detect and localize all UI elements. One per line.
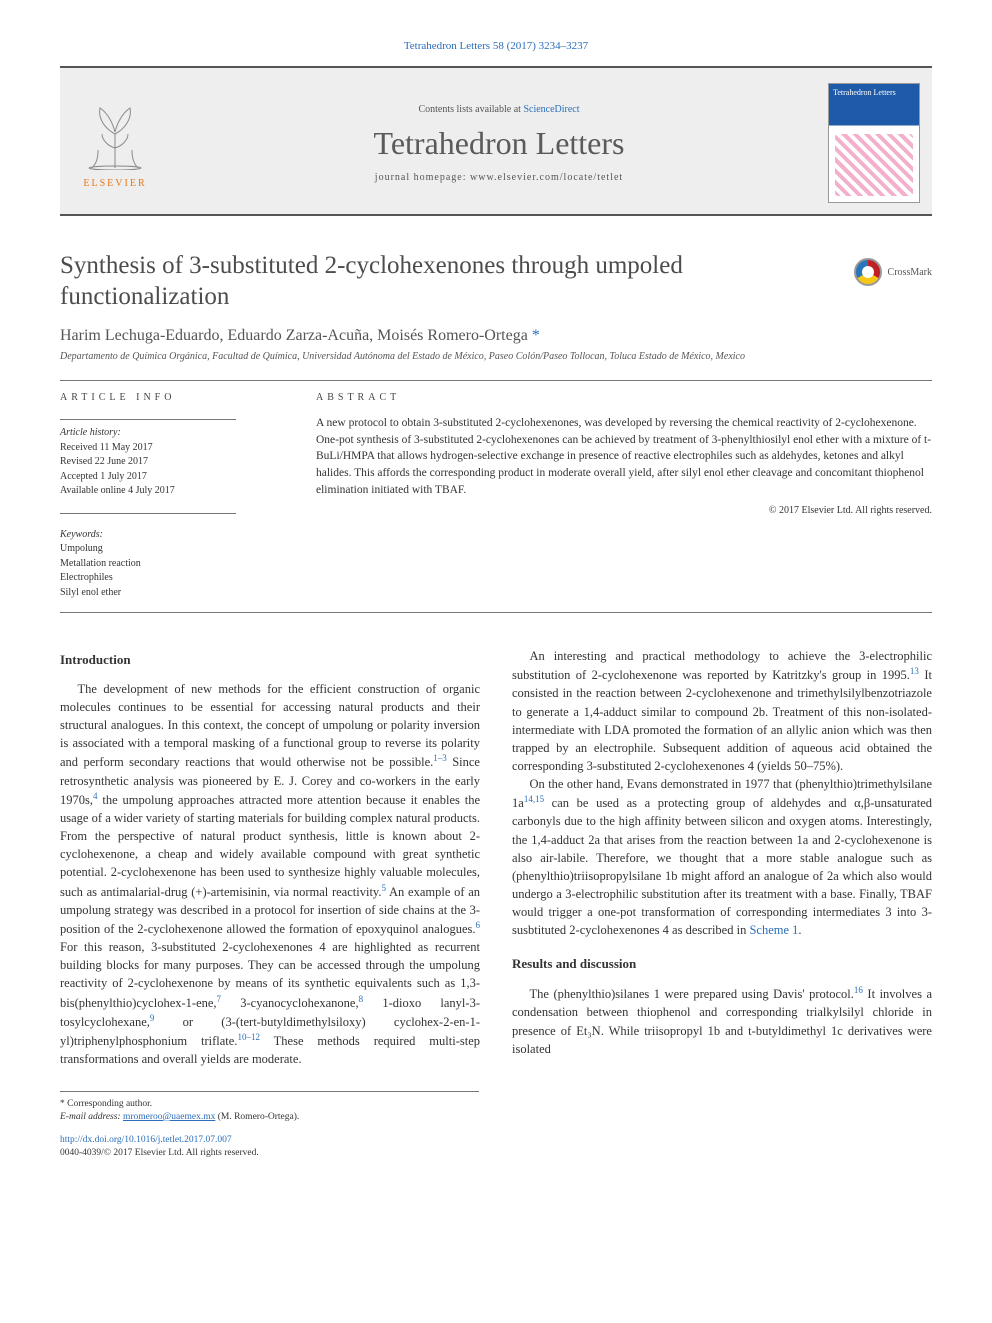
crossmark-badge[interactable]: CrossMark	[854, 258, 932, 286]
scheme-link[interactable]: Scheme 1	[749, 923, 798, 937]
ref-link[interactable]: 14,15	[524, 794, 544, 804]
ref-link[interactable]: 13	[910, 666, 919, 676]
history-head: Article history:	[60, 426, 280, 441]
author-names: Harim Lechuga-Eduardo, Eduardo Zarza-Acu…	[60, 327, 528, 344]
contents-prefix: Contents lists available at	[418, 104, 523, 115]
crossmark-label: CrossMark	[888, 267, 932, 278]
divider	[60, 612, 932, 613]
divider	[60, 380, 932, 381]
issn-copyright: 0040-4039/© 2017 Elsevier Ltd. All right…	[60, 1147, 932, 1160]
keyword: Silyl enol ether	[60, 586, 280, 601]
abstract-label: ABSTRACT	[316, 391, 932, 406]
keywords-head: Keywords:	[60, 528, 280, 543]
keyword: Umpolung	[60, 542, 280, 557]
article-body: Introduction The development of new meth…	[60, 647, 932, 1069]
ref-link[interactable]: 16	[854, 985, 863, 995]
journal-name: Tetrahedron Letters	[170, 125, 828, 162]
body-paragraph: On the other hand, Evans demonstrated in…	[512, 775, 932, 939]
ref-link[interactable]: 10–12	[237, 1032, 260, 1042]
affiliation: Departamento de Química Orgánica, Facult…	[60, 351, 932, 362]
article-title: Synthesis of 3-substituted 2-cyclohexeno…	[60, 250, 834, 313]
body-paragraph: An interesting and practical methodology…	[512, 647, 932, 775]
author-line: Harim Lechuga-Eduardo, Eduardo Zarza-Acu…	[60, 327, 932, 345]
homepage-url[interactable]: www.elsevier.com/locate/tetlet	[470, 172, 623, 183]
history-received: Received 11 May 2017	[60, 441, 280, 456]
citation-line: Tetrahedron Letters 58 (2017) 3234–3237	[60, 40, 932, 52]
history-accepted: Accepted 1 July 2017	[60, 470, 280, 485]
crossmark-icon	[854, 258, 882, 286]
journal-homepage-line: journal homepage: www.elsevier.com/locat…	[170, 172, 828, 183]
cover-graphic	[835, 134, 913, 196]
cover-title: Tetrahedron Letters	[833, 88, 915, 97]
corresponding-mark: *	[532, 327, 540, 344]
contents-available-line: Contents lists available at ScienceDirec…	[170, 104, 828, 115]
doi-link[interactable]: http://dx.doi.org/10.1016/j.tetlet.2017.…	[60, 1134, 932, 1147]
section-heading-results: Results and discussion	[512, 955, 932, 974]
corresponding-author-note: * Corresponding author.	[60, 1098, 479, 1111]
ref-link[interactable]: 6	[476, 920, 481, 930]
keyword: Electrophiles	[60, 571, 280, 586]
body-paragraph: The (phenylthio)silanes 1 were prepared …	[512, 984, 932, 1058]
abstract-copyright: © 2017 Elsevier Ltd. All rights reserved…	[316, 504, 932, 519]
email-link[interactable]: mromeroo@uaemex.mx	[123, 1112, 215, 1122]
history-revised: Revised 22 June 2017	[60, 455, 280, 470]
journal-cover-thumbnail: Tetrahedron Letters	[828, 83, 920, 203]
ref-link[interactable]: 1–3	[433, 753, 447, 763]
email-line: E-mail address: mromeroo@uaemex.mx (M. R…	[60, 1111, 479, 1124]
journal-header: ELSEVIER Contents lists available at Sci…	[60, 66, 932, 216]
elsevier-logo: ELSEVIER	[60, 98, 170, 189]
body-paragraph: The development of new methods for the e…	[60, 680, 480, 1069]
doi-block: http://dx.doi.org/10.1016/j.tetlet.2017.…	[60, 1134, 932, 1161]
homepage-prefix: journal homepage:	[375, 172, 470, 183]
abstract-column: ABSTRACT A new protocol to obtain 3-subs…	[316, 391, 932, 601]
publisher-label: ELSEVIER	[70, 178, 160, 189]
footnotes: * Corresponding author. E-mail address: …	[60, 1091, 479, 1125]
section-heading-introduction: Introduction	[60, 651, 480, 670]
article-info-column: ARTICLE INFO Article history: Received 1…	[60, 391, 280, 601]
history-online: Available online 4 July 2017	[60, 484, 280, 499]
elsevier-tree-icon	[84, 98, 146, 174]
sciencedirect-link[interactable]: ScienceDirect	[523, 104, 579, 115]
keyword: Metallation reaction	[60, 557, 280, 572]
article-info-label: ARTICLE INFO	[60, 391, 280, 406]
abstract-text: A new protocol to obtain 3-substituted 2…	[316, 415, 932, 498]
